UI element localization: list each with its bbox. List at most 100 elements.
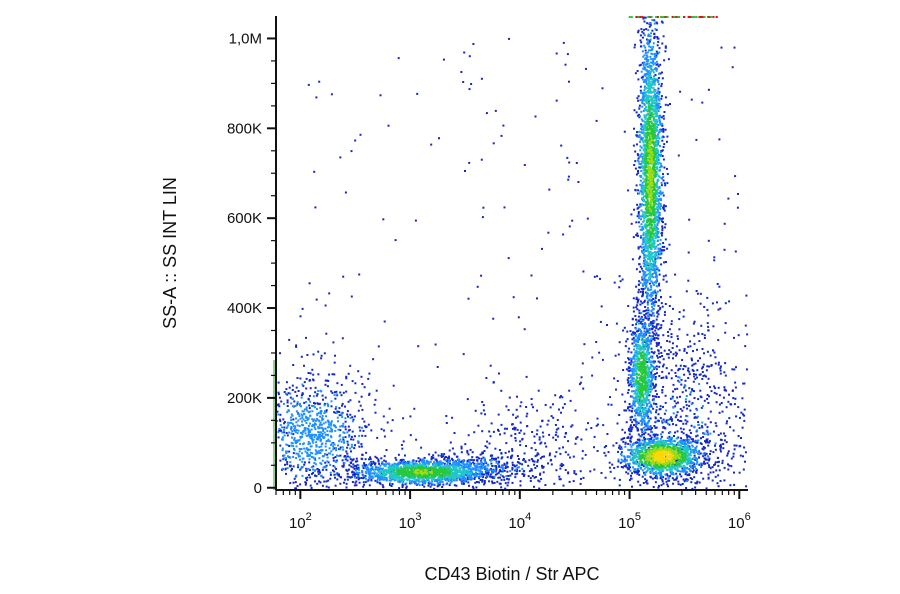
event-dot [307, 83, 310, 86]
event-dot [353, 447, 356, 450]
event-dot [613, 477, 616, 480]
event-dot [661, 136, 664, 139]
event-dot [510, 455, 513, 458]
event-dot [641, 215, 644, 218]
event-dot [453, 479, 456, 482]
event-dot [626, 391, 629, 394]
event-dot [726, 420, 728, 423]
event-dot [506, 462, 509, 465]
event-dot [652, 45, 655, 48]
event-dot [657, 87, 660, 90]
event-dot [484, 467, 487, 470]
event-dot [640, 28, 643, 31]
event-dot [632, 365, 635, 368]
event-dot [661, 355, 664, 357]
event-dot [632, 466, 634, 469]
event-dot [635, 234, 638, 237]
event-dot [701, 348, 704, 350]
event-dot [300, 355, 303, 358]
event-dot [648, 324, 650, 327]
event-dot [651, 355, 654, 358]
event-dot [562, 484, 565, 487]
event-dot [529, 477, 532, 480]
event-dot [641, 119, 644, 122]
event-dot [664, 238, 667, 241]
event-dot [672, 482, 675, 485]
event-dot [326, 456, 329, 459]
event-dot [354, 473, 356, 476]
event-dot [732, 452, 735, 455]
event-dot [462, 463, 465, 466]
event-dot [309, 400, 312, 403]
event-dot [691, 470, 694, 473]
event-dot [635, 422, 638, 425]
event-dot [650, 403, 652, 406]
event-dot [640, 131, 643, 134]
event-dot [660, 352, 663, 354]
event-dot [480, 460, 483, 463]
event-dot [627, 449, 630, 452]
event-dot [503, 478, 506, 481]
event-dot [675, 402, 678, 405]
event-dot [677, 480, 680, 483]
event-dot [656, 78, 658, 81]
event-dot [292, 452, 295, 455]
event-dot [443, 458, 446, 461]
event-dot [650, 324, 653, 327]
event-dot [506, 465, 509, 468]
event-dot [698, 373, 701, 376]
event-dot [464, 463, 467, 466]
event-dot [409, 434, 412, 437]
event-dot [390, 478, 393, 481]
event-dot [644, 52, 647, 54]
event-dot [334, 391, 336, 394]
event-dot [706, 308, 709, 311]
event-dot [306, 468, 309, 471]
event-dot [463, 477, 466, 479]
event-dot [629, 368, 632, 371]
event-dot [380, 478, 383, 481]
event-dot [707, 377, 710, 380]
event-dot [308, 407, 311, 410]
event-dot [341, 416, 344, 419]
event-dot [713, 351, 716, 354]
event-dot [691, 388, 694, 391]
event-dot [465, 463, 468, 466]
event-dot [732, 429, 735, 432]
event-dot [653, 325, 656, 328]
event-dot [441, 478, 444, 481]
event-dot [354, 382, 357, 385]
event-dot [353, 467, 356, 470]
event-dot [281, 449, 284, 452]
event-dot [314, 428, 317, 431]
event-dot [645, 312, 648, 315]
event-dot [642, 465, 645, 468]
event-dot [703, 446, 706, 449]
event-dot [650, 295, 653, 298]
event-dot [549, 452, 551, 455]
event-dot [478, 465, 481, 468]
event-dot [532, 406, 534, 409]
event-dot [632, 336, 635, 339]
event-dot [442, 58, 445, 61]
event-dot [333, 411, 336, 414]
event-dot [428, 481, 431, 484]
event-dot [669, 475, 672, 478]
event-dot [374, 462, 377, 465]
event-dot [365, 464, 368, 467]
event-dot [395, 458, 398, 461]
event-dot [564, 469, 567, 471]
event-dot [475, 486, 478, 489]
event-dot [340, 383, 343, 386]
event-dot [560, 462, 563, 465]
event-dot [308, 458, 311, 461]
event-dot [486, 472, 489, 475]
event-dot [339, 454, 342, 457]
event-dot [519, 484, 522, 487]
event-dot [318, 431, 321, 434]
event-dot [473, 462, 476, 465]
event-dot [332, 442, 335, 445]
event-dot [671, 418, 673, 421]
event-dot [486, 475, 489, 478]
event-dot [596, 275, 599, 278]
